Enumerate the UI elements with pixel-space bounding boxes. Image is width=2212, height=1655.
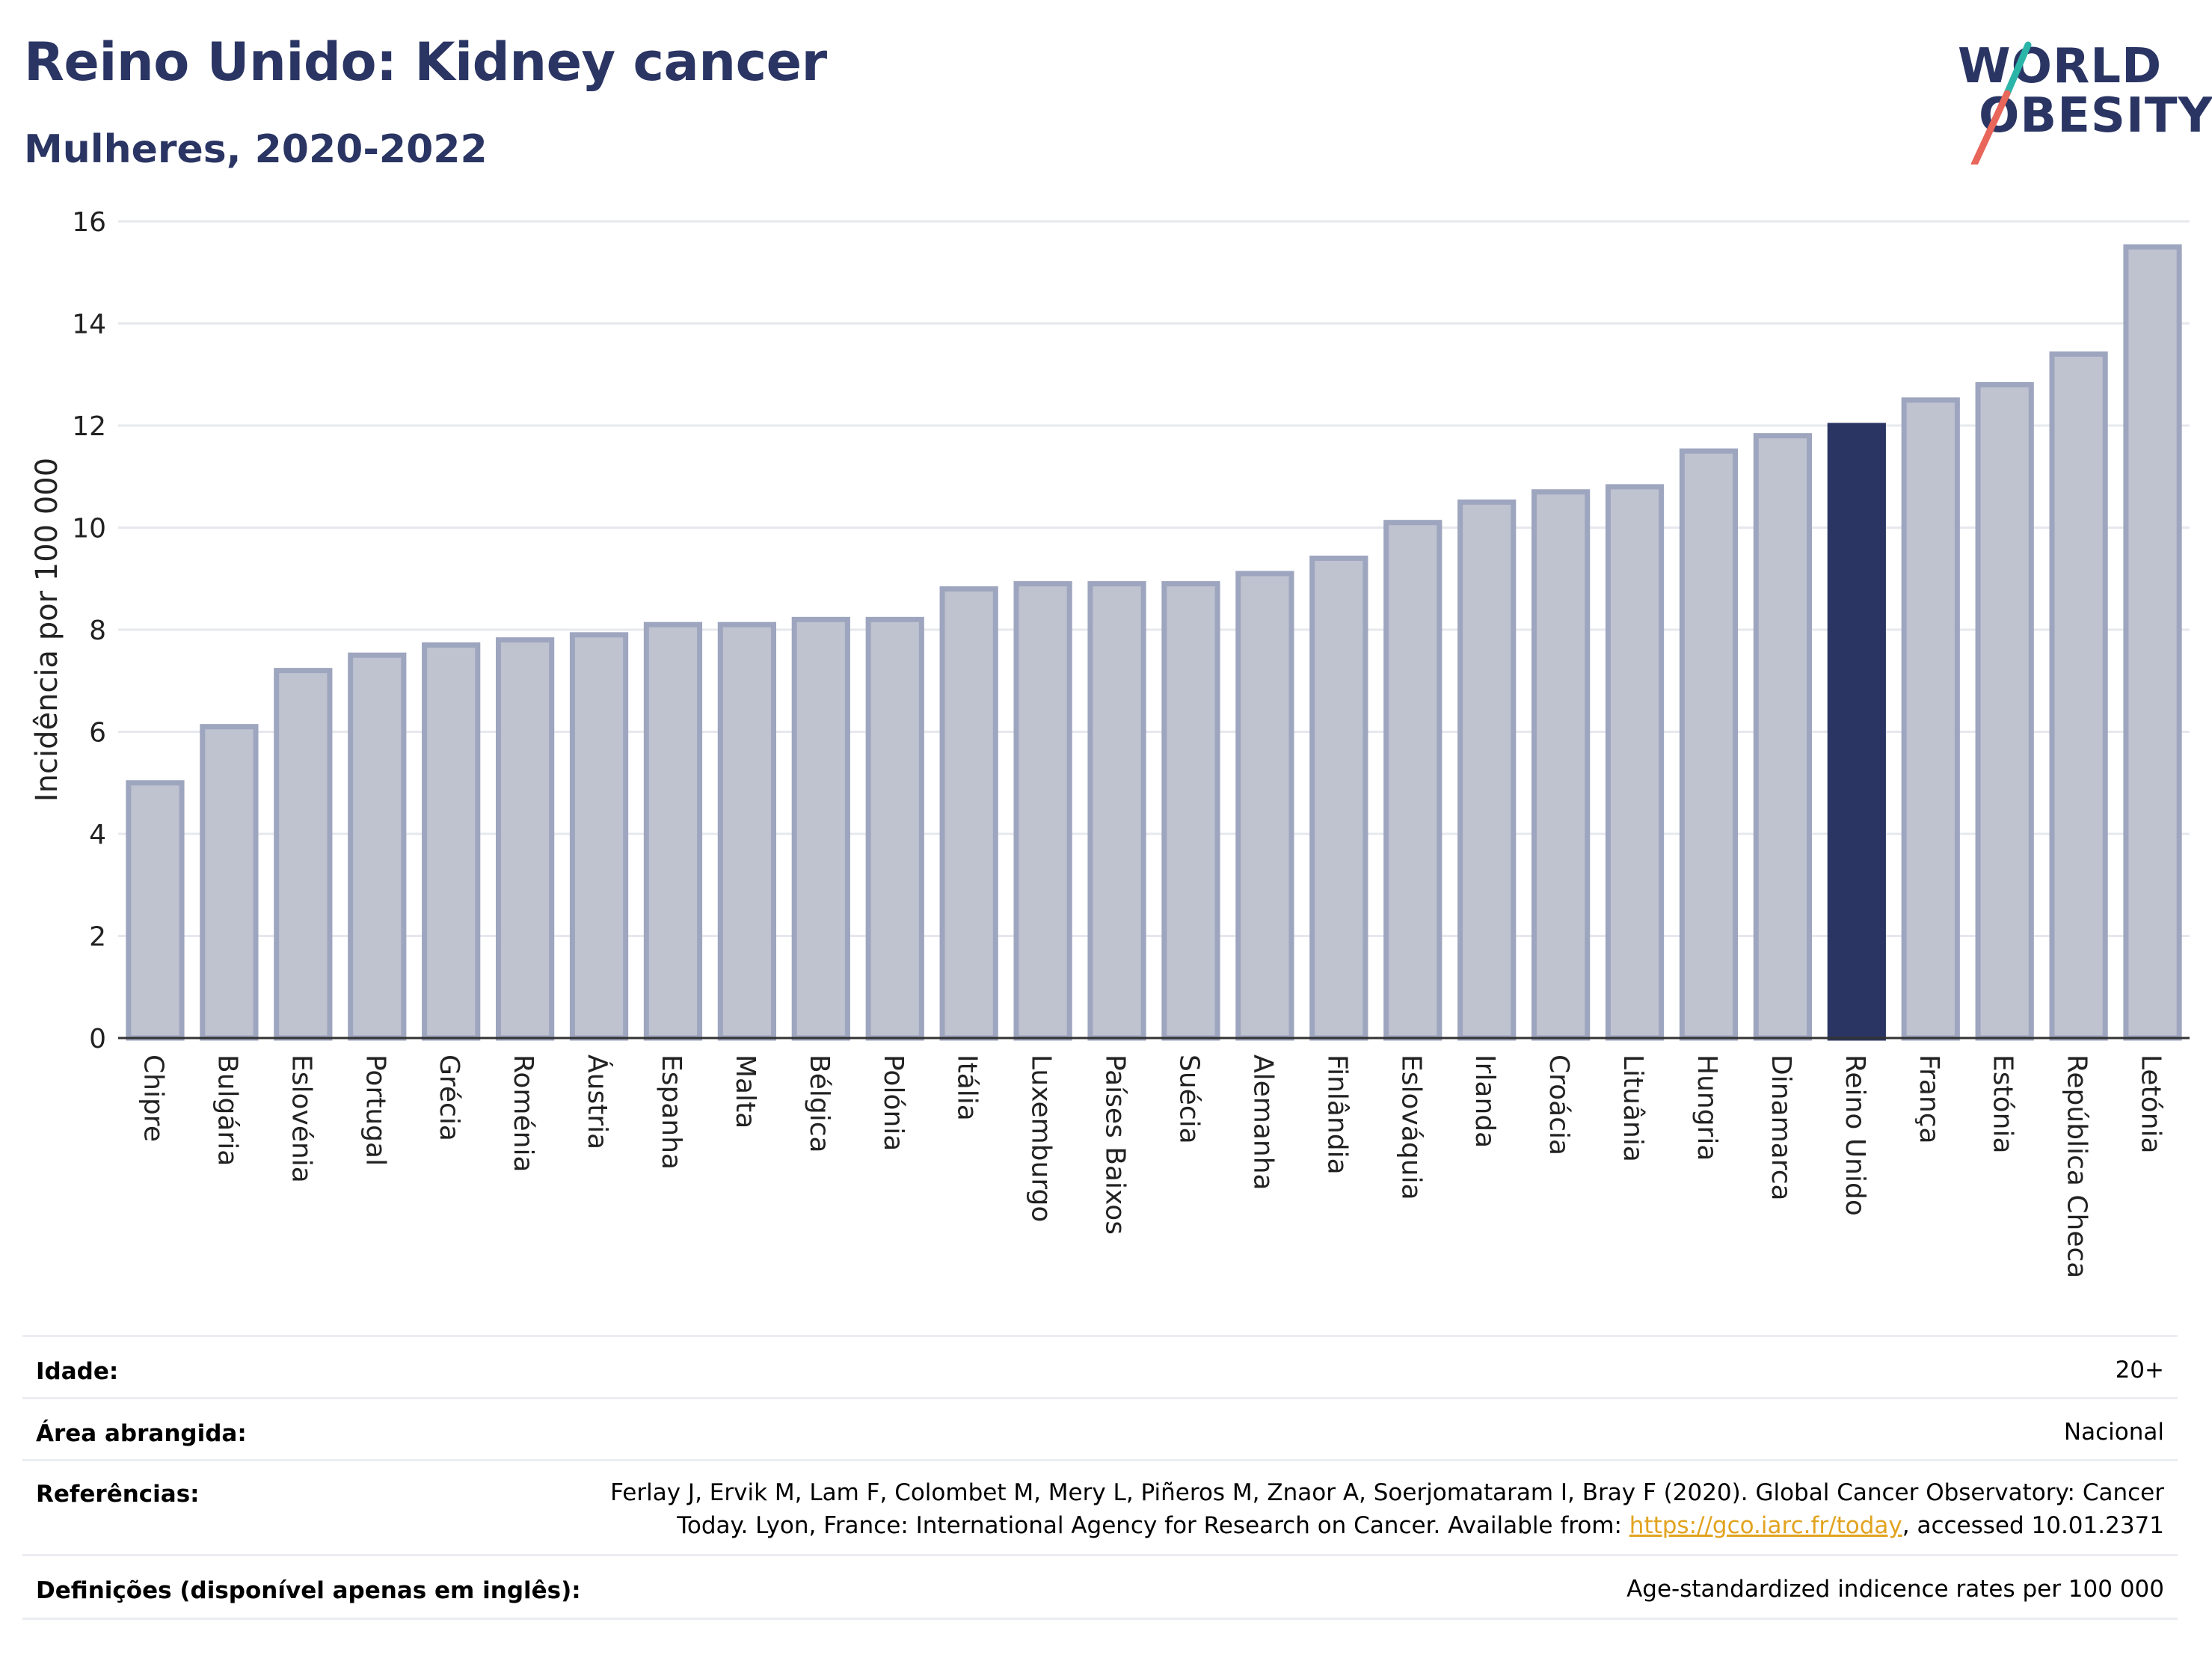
- bar: [200, 724, 259, 1041]
- bar: [1605, 484, 1665, 1041]
- chart-title: Reino Unido: Kidney cancer: [24, 31, 827, 93]
- x-tick-label: Hungria: [1692, 1054, 1722, 1161]
- bar: [1975, 381, 2034, 1041]
- x-tick-label: Letónia: [2136, 1054, 2166, 1154]
- footer-row-area: Área abrangida: Nacional: [22, 1397, 2178, 1459]
- bar: [1161, 581, 1220, 1041]
- bar: [865, 616, 924, 1041]
- bar: [643, 621, 703, 1041]
- x-tick-label: Grécia: [434, 1054, 464, 1141]
- logo-line-1: WORLD: [1958, 39, 2163, 94]
- x-tick-label: Bélgica: [804, 1054, 835, 1153]
- x-tick-label: Croácia: [1543, 1054, 1574, 1155]
- x-tick-label: Luxemburgo: [1026, 1054, 1057, 1222]
- bar: [1309, 555, 1368, 1041]
- bar: [422, 642, 481, 1041]
- x-tick-label: Finlândia: [1321, 1054, 1352, 1175]
- bar: [1827, 423, 1886, 1041]
- bar: [1457, 499, 1517, 1041]
- footer-value-age: 20+: [2115, 1357, 2164, 1384]
- footer-value-definitions: Age-standardized indicence rates per 100…: [1626, 1576, 2164, 1603]
- y-tick-label: 16: [72, 207, 106, 238]
- x-tick-label: Suécia: [1173, 1054, 1204, 1144]
- x-tick-label: Portugal: [360, 1054, 390, 1166]
- x-tick-label: Bulgária: [212, 1054, 242, 1166]
- y-tick-label: 6: [89, 718, 106, 749]
- bar: [1901, 397, 1960, 1041]
- y-tick-label: 0: [89, 1024, 106, 1054]
- bar: [2049, 351, 2108, 1041]
- footer-label-age: Idade:: [36, 1358, 119, 1385]
- y-tick-label: 10: [72, 514, 106, 544]
- bar: [2123, 244, 2182, 1041]
- footer-value-references: Ferlay J, Ervik M, Lam F, Colombet M, Me…: [610, 1476, 2164, 1542]
- bar: [569, 632, 629, 1041]
- x-tick-label: Lituânia: [1617, 1054, 1648, 1162]
- x-tick-label: Irlanda: [1469, 1054, 1500, 1148]
- bar: [1013, 581, 1072, 1041]
- x-tick-label: Reino Unido: [1840, 1054, 1870, 1216]
- bar: [1235, 571, 1294, 1041]
- bar: [1087, 581, 1146, 1041]
- x-tick-label: Roménia: [508, 1054, 538, 1173]
- reference-line-2: Today. Lyon, France: International Agenc…: [610, 1509, 2164, 1542]
- x-tick-label: Estónia: [1988, 1054, 2018, 1154]
- bar: [939, 586, 998, 1041]
- x-tick-label: Itália: [952, 1054, 983, 1121]
- bar: [1383, 520, 1443, 1041]
- world-obesity-logo: WORLD OBESITY: [1944, 22, 2212, 165]
- footer-value-area: Nacional: [2063, 1419, 2164, 1446]
- y-axis-label: Incidência por 100 000: [30, 458, 64, 802]
- bar: [1753, 433, 1813, 1041]
- x-tick-label: Espanha: [656, 1054, 686, 1170]
- logo-slash-icon: [1970, 41, 2032, 165]
- x-tick-label: Eslováquia: [1395, 1054, 1426, 1200]
- footer-row-references: Referências: Ferlay J, Ervik M, Lam F, C…: [22, 1459, 2178, 1554]
- x-tick-label: Áustria: [582, 1054, 613, 1149]
- footer-row-definitions: Definições (disponível apenas em inglês)…: [22, 1554, 2178, 1620]
- y-tick-label: 12: [72, 411, 106, 442]
- reference-line-1: Ferlay J, Ervik M, Lam F, Colombet M, Me…: [610, 1479, 2164, 1506]
- reference-line-2-text: Today. Lyon, France: International Agenc…: [677, 1512, 1629, 1539]
- y-tick-label: 2: [89, 922, 106, 953]
- chart-subtitle: Mulheres, 2020-2022: [24, 127, 488, 172]
- reference-line-2-suffix: , accessed 10.01.2371: [1902, 1512, 2164, 1539]
- x-tick-label: Países Baixos: [1100, 1054, 1131, 1235]
- footer-row-age: Idade: 20+: [22, 1335, 2178, 1397]
- bar: [791, 616, 850, 1041]
- bar-chart: 0 2 4 6 8 10 12 14 16 Incidência por 100 000 Chipr…: [30, 207, 2190, 1278]
- bar: [348, 652, 407, 1041]
- bar: [274, 668, 333, 1041]
- bar: [495, 637, 555, 1041]
- bar: [126, 780, 185, 1041]
- x-tick-label: Chipre: [138, 1054, 168, 1142]
- logo-line-2: OBESITY: [1979, 88, 2212, 144]
- bar: [717, 621, 777, 1041]
- x-tick-label: República Checa: [2062, 1054, 2092, 1278]
- x-tick-label: Polónia: [878, 1054, 909, 1151]
- y-tick-label: 4: [89, 820, 106, 850]
- reference-link[interactable]: https://gco.iarc.fr/today: [1629, 1512, 1902, 1539]
- y-tick-label: 14: [72, 310, 106, 340]
- x-tick-label: Malta: [730, 1054, 761, 1129]
- bar: [1531, 489, 1591, 1041]
- y-tick-label: 8: [89, 615, 106, 646]
- bar: [1679, 448, 1739, 1041]
- x-tick-label: Dinamarca: [1766, 1054, 1796, 1201]
- footer-label-references: Referências:: [36, 1481, 200, 1508]
- footer-label-area: Área abrangida:: [36, 1420, 247, 1447]
- footer-label-definitions: Definições (disponível apenas em inglês)…: [36, 1577, 581, 1604]
- x-tick-label: Alemanha: [1247, 1054, 1278, 1191]
- x-tick-label: Eslovénia: [286, 1054, 316, 1183]
- x-tick-label: França: [1914, 1054, 1944, 1144]
